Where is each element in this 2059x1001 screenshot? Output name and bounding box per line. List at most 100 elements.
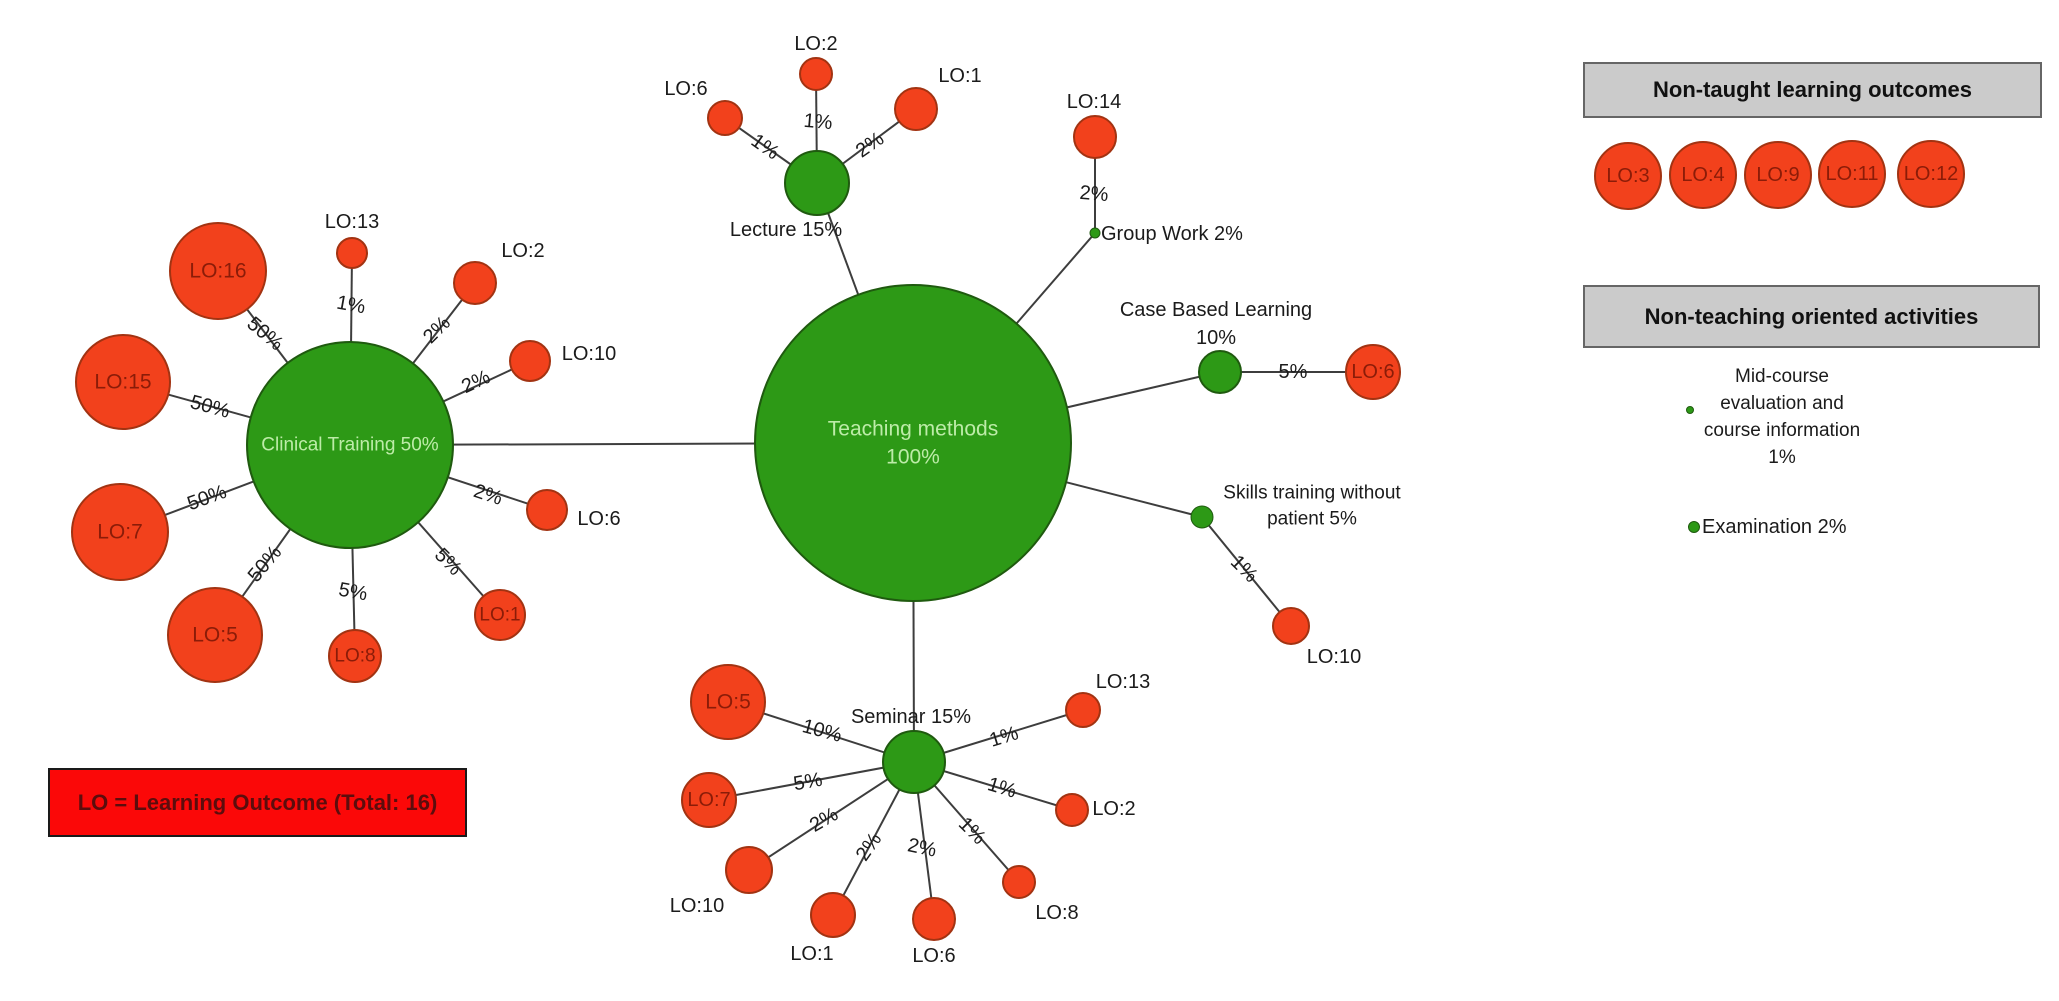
node-lo2_sem bbox=[1055, 793, 1089, 827]
node-lo16_clin bbox=[169, 222, 267, 320]
examination-label: Examination 2% bbox=[1702, 516, 1847, 538]
node-lo5_clin bbox=[167, 587, 263, 683]
node-skills bbox=[1190, 505, 1214, 529]
node-lo10_clin bbox=[509, 340, 551, 382]
non-taught-outcomes-title: Non-taught learning outcomes bbox=[1653, 77, 1972, 102]
edge-pct-cbl-lo6_cbl: 5% bbox=[1279, 361, 1308, 383]
node-lo7_sem bbox=[681, 772, 737, 828]
node-lo7_clin bbox=[71, 483, 169, 581]
node-label-lo1_clin: LO:1 bbox=[479, 605, 520, 626]
node-label-teaching-line2: 100% bbox=[886, 446, 940, 469]
node-lo1_lec bbox=[894, 87, 938, 131]
edge-pct-lecture-lo2_lec: 1% bbox=[803, 110, 834, 134]
edge-seminar-lo7_sem bbox=[708, 761, 915, 801]
node-lo13_clin bbox=[336, 237, 368, 269]
edge-pct-seminar-lo1_sem: 2% bbox=[852, 829, 887, 865]
node-label-lo8_clin: LO:8 bbox=[334, 646, 375, 667]
edge-pct-groupwork-lo14_gw: 2% bbox=[1079, 182, 1110, 206]
node-lo1_clin bbox=[474, 589, 526, 641]
node-label-lo6_clin: LO:6 bbox=[577, 508, 620, 530]
edge-pct-lecture-lo6_lec: 1% bbox=[747, 130, 783, 165]
node-cbl bbox=[1198, 350, 1242, 394]
node-lo6_sem bbox=[912, 897, 956, 941]
node-label-lo6_cbl: LO:6 bbox=[1351, 361, 1394, 383]
node-lecture bbox=[784, 150, 850, 216]
node-lo13_sem bbox=[1065, 692, 1101, 728]
node-label-lo1_lec: LO:1 bbox=[938, 65, 981, 87]
node-label-lo14_gw: LO:14 bbox=[1067, 91, 1121, 113]
node-label-lo10_sem: LO:10 bbox=[670, 895, 724, 917]
node-lo6_lec bbox=[707, 100, 743, 136]
lo12-label: LO:12 bbox=[1903, 162, 1959, 185]
node-label-lo10_clin: LO:10 bbox=[562, 343, 616, 365]
lo4-label: LO:4 bbox=[1681, 163, 1725, 186]
node-label-lo13_clin: LO:13 bbox=[325, 211, 379, 233]
non-taught-outcome-lo4: LO:4 bbox=[1669, 141, 1737, 209]
lo11-label: LO:11 bbox=[1825, 162, 1879, 185]
edge-pct-seminar-lo6_sem: 2% bbox=[906, 834, 939, 862]
node-label-lo1_sem: LO:1 bbox=[790, 943, 833, 965]
midcourse-evaluation-dot bbox=[1686, 406, 1694, 414]
node-label-teaching-line1: Teaching methods bbox=[828, 418, 998, 441]
node-clinical bbox=[246, 341, 454, 549]
node-lo6_clin bbox=[526, 489, 568, 531]
node-lo14_gw bbox=[1073, 115, 1117, 159]
midcourse-line-2: evaluation and bbox=[1720, 393, 1844, 414]
legend-box: LO = Learning Outcome (Total: 16) bbox=[48, 768, 467, 837]
node-label-lecture: Lecture 15% bbox=[730, 219, 843, 241]
node-label-lo16_clin: LO:16 bbox=[189, 260, 246, 283]
node-groupwork bbox=[1089, 227, 1101, 239]
node-label-lo5_clin: LO:5 bbox=[192, 624, 238, 647]
node-teaching bbox=[754, 284, 1072, 602]
node-lo15_clin bbox=[75, 334, 171, 430]
node-lo10_sem bbox=[725, 846, 773, 894]
edge-seminar-lo10_sem bbox=[748, 761, 915, 871]
node-label-lo2_lec: LO:2 bbox=[794, 33, 837, 55]
edge-pct-seminar-lo5_sem: 10% bbox=[800, 715, 845, 747]
node-label-clinical: Clinical Training 50% bbox=[261, 435, 439, 456]
non-taught-outcome-lo11: LO:11 bbox=[1818, 140, 1886, 208]
edge-pct-clinical-lo5_clin: 50% bbox=[244, 541, 287, 586]
midcourse-line-4: 1% bbox=[1768, 447, 1796, 468]
node-label-lo15_clin: LO:15 bbox=[94, 371, 151, 394]
node-label-cbl-line1: Case Based Learning bbox=[1120, 299, 1312, 321]
lo3-label: LO:3 bbox=[1606, 164, 1650, 187]
node-lo10_skills bbox=[1272, 607, 1310, 645]
edge-pct-clinical-lo6_clin: 2% bbox=[471, 480, 505, 510]
node-label-groupwork: Group Work 2% bbox=[1101, 223, 1243, 245]
node-lo2_lec bbox=[799, 57, 833, 91]
non-teaching-activities-header: Non-teaching oriented activities bbox=[1583, 285, 2040, 348]
edge-pct-clinical-lo10_clin: 2% bbox=[458, 366, 494, 398]
node-lo5_sem bbox=[690, 664, 766, 740]
edge-pct-seminar-lo13_sem: 1% bbox=[987, 722, 1021, 752]
edge-pct-clinical-lo15_clin: 50% bbox=[188, 391, 233, 423]
edge-pct-clinical-lo7_clin: 50% bbox=[184, 481, 229, 515]
midcourse-line-3: course information bbox=[1703, 420, 1861, 441]
node-label-lo7_clin: LO:7 bbox=[97, 521, 143, 544]
node-label-skills-line1: Skills training without bbox=[1223, 483, 1401, 504]
node-label-cbl-line2: 10% bbox=[1196, 327, 1236, 349]
edge-skills-lo10_skills bbox=[1201, 516, 1292, 627]
node-lo8_clin bbox=[328, 629, 382, 683]
non-taught-outcome-lo3: LO:3 bbox=[1594, 142, 1662, 210]
edge-pct-skills-lo10_skills: 1% bbox=[1226, 551, 1262, 587]
lo9-label: LO:9 bbox=[1756, 163, 1800, 186]
node-label-lo13_sem: LO:13 bbox=[1096, 671, 1150, 693]
examination-dot bbox=[1688, 521, 1700, 533]
node-lo8_sem bbox=[1002, 865, 1036, 899]
node-label-lo7_sem: LO:7 bbox=[687, 789, 730, 811]
edge-pct-clinical-lo1_clin: 5% bbox=[430, 544, 466, 580]
node-label-lo6_lec: LO:6 bbox=[664, 78, 707, 100]
node-seminar bbox=[882, 730, 946, 794]
legend-text: LO = Learning Outcome (Total: 16) bbox=[77, 789, 438, 815]
midcourse-evaluation-label: Mid-course evaluation and course informa… bbox=[1682, 363, 1882, 471]
non-teaching-activities-title: Non-teaching oriented activities bbox=[1644, 303, 1979, 329]
edge-pct-clinical-lo16_clin: 50% bbox=[243, 313, 288, 356]
node-label-lo5_sem: LO:5 bbox=[705, 691, 751, 714]
non-taught-outcome-lo9: LO:9 bbox=[1744, 141, 1812, 209]
node-label-lo2_sem: LO:2 bbox=[1092, 798, 1135, 820]
non-taught-outcome-lo12: LO:12 bbox=[1897, 140, 1965, 208]
node-label-lo2_clin: LO:2 bbox=[501, 240, 544, 262]
node-label-lo6_sem: LO:6 bbox=[912, 945, 955, 967]
